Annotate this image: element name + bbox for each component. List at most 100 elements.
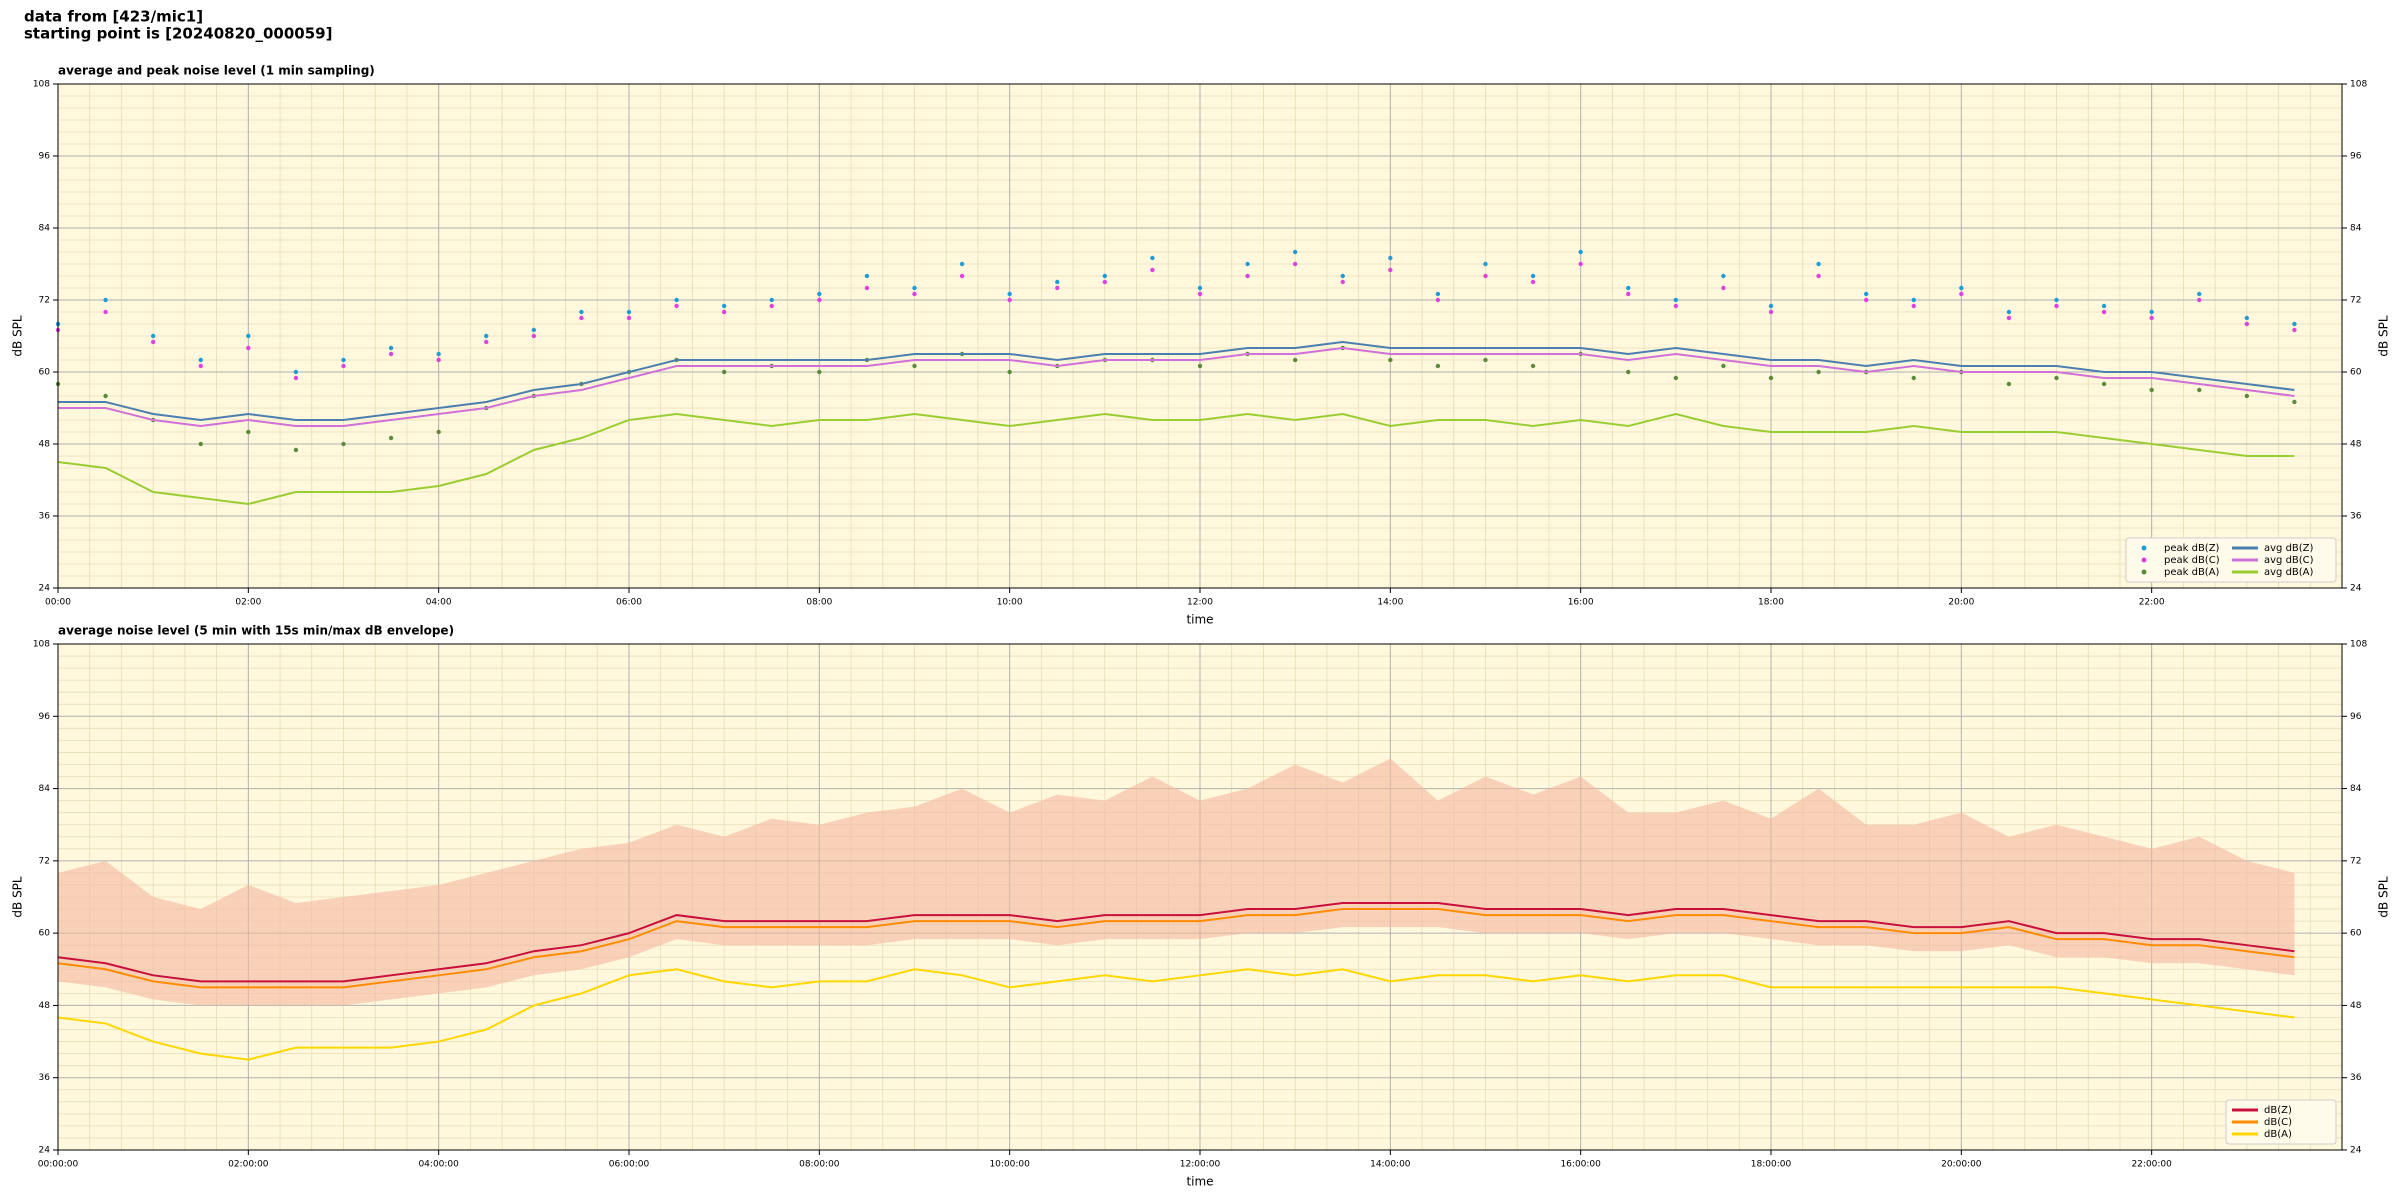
- scatter-point: [198, 357, 203, 363]
- scatter-point: [2292, 321, 2297, 327]
- scatter-point: [1578, 261, 1583, 267]
- scatter-point: [1388, 255, 1393, 261]
- scatter-point: [1292, 357, 1298, 363]
- legend-box: [2125, 537, 2337, 583]
- scatter-point: [1530, 363, 1536, 369]
- legend-label: dB(C): [2264, 1117, 2292, 1128]
- scatter-point: [1388, 267, 1393, 273]
- chart: 24 36 48 60 72 84 96 108 24 36 48 60 72 84 96 108 00:00:…: [11, 624, 2391, 1189]
- legend-marker: [2141, 557, 2147, 563]
- scatter-point: [1768, 309, 1774, 315]
- scatter-point: [1245, 273, 1250, 279]
- y-tick-label: 108: [33, 640, 50, 650]
- scatter-point: [1863, 291, 1869, 297]
- header-line: data from [423/mic1]: [24, 8, 203, 26]
- scatter-point: [1435, 291, 1441, 297]
- x-tick-label: 02:00:00: [228, 1160, 269, 1170]
- scatter-point: [1340, 273, 1345, 279]
- scatter-point: [2054, 297, 2059, 303]
- scatter-point: [2101, 309, 2107, 315]
- x-tick-label: 02:00: [235, 598, 261, 608]
- scatter-point: [674, 303, 679, 309]
- scatter-point: [1626, 285, 1631, 291]
- y2-tick-label: 48: [2350, 1001, 2362, 1011]
- y2-tick-label: 36: [2350, 1073, 2362, 1083]
- y2-tick-label: 84: [2350, 784, 2362, 794]
- scatter-point: [1673, 375, 1679, 381]
- scatter-point: [959, 273, 965, 279]
- scatter-point: [864, 285, 870, 291]
- scatter-point: [864, 273, 870, 279]
- scatter-point: [1292, 261, 1298, 267]
- scatter-point: [1578, 249, 1583, 255]
- x-tick-label: 06:00:00: [609, 1160, 650, 1170]
- scatter-point: [912, 285, 917, 291]
- x-tick-label: 18:00:00: [1751, 1160, 1792, 1170]
- y-tick-label: 48: [39, 440, 51, 450]
- y2-tick-label: 60: [2350, 368, 2362, 378]
- scatter-point: [2292, 327, 2297, 333]
- y2-tick-label: 24: [2350, 1146, 2362, 1156]
- scatter-point: [1911, 375, 1916, 381]
- scatter-point: [246, 333, 251, 339]
- y-tick-label: 60: [39, 368, 51, 378]
- series-line: [57, 908, 2295, 989]
- y2-tick-label: 96: [2350, 152, 2362, 162]
- scatter-point: [1816, 369, 1821, 375]
- scatter-point: [626, 315, 632, 321]
- scatter-point: [721, 309, 727, 315]
- header-line: starting point is [20240820_000059]: [24, 25, 332, 43]
- scatter-point: [198, 363, 203, 369]
- scatter-point: [817, 297, 822, 303]
- y2-axis-label: dB SPL: [2377, 315, 2391, 357]
- scatter-point: [293, 375, 299, 381]
- y-tick-label: 72: [39, 856, 50, 866]
- legend-label: peak dB(Z): [2164, 543, 2220, 554]
- scatter-point: [579, 309, 584, 315]
- legend-marker: [2141, 545, 2147, 551]
- scatter-point: [1816, 273, 1821, 279]
- scatter-point: [1055, 285, 1060, 291]
- legend-label: peak dB(C): [2164, 555, 2220, 566]
- y-tick-label: 36: [39, 512, 51, 522]
- scatter-point: [1340, 279, 1345, 285]
- scatter-point: [388, 345, 394, 351]
- x-tick-label: 20:00:00: [1941, 1160, 1982, 1170]
- scatter-point: [388, 435, 394, 441]
- scatter-point: [912, 363, 917, 369]
- scatter-point: [1911, 303, 1916, 309]
- scatter-point: [103, 297, 108, 303]
- y-tick-label: 24: [39, 584, 51, 594]
- scatter-point: [2149, 309, 2154, 315]
- scatter-point: [1911, 297, 1916, 303]
- series-line: [57, 412, 2295, 506]
- scatter-point: [436, 429, 441, 435]
- scatter-point: [1626, 369, 1631, 375]
- y-tick-label: 84: [39, 784, 51, 794]
- x-tick-label: 12:00:00: [1180, 1160, 1221, 1170]
- y2-tick-label: 108: [2350, 80, 2367, 90]
- x-tick-label: 22:00: [2139, 598, 2165, 608]
- y-axis-label: dB SPL: [11, 876, 25, 918]
- scatter-point: [1435, 297, 1441, 303]
- scatter-point: [531, 327, 537, 333]
- scatter-point: [436, 357, 441, 363]
- scatter-point: [531, 333, 537, 339]
- y2-tick-label: 108: [2350, 640, 2367, 650]
- scatter-point: [2197, 291, 2202, 297]
- legend-marker: [2141, 569, 2147, 575]
- scatter-point: [817, 369, 822, 375]
- scatter-point: [2054, 303, 2059, 309]
- x-tick-label: 14:00:00: [1370, 1160, 1411, 1170]
- scatter-point: [579, 315, 584, 321]
- scatter-point: [769, 297, 774, 303]
- y2-axis-label: dB SPL: [2377, 876, 2391, 918]
- legend-label: avg dB(C): [2264, 555, 2314, 566]
- scatter-point: [1197, 285, 1203, 291]
- scatter-point: [1626, 291, 1631, 297]
- scatter-point: [1673, 297, 1679, 303]
- scatter-point: [1055, 279, 1060, 285]
- y-tick-label: 96: [39, 712, 51, 722]
- y2-tick-label: 24: [2350, 584, 2362, 594]
- x-tick-label: 00:00:00: [38, 1160, 79, 1170]
